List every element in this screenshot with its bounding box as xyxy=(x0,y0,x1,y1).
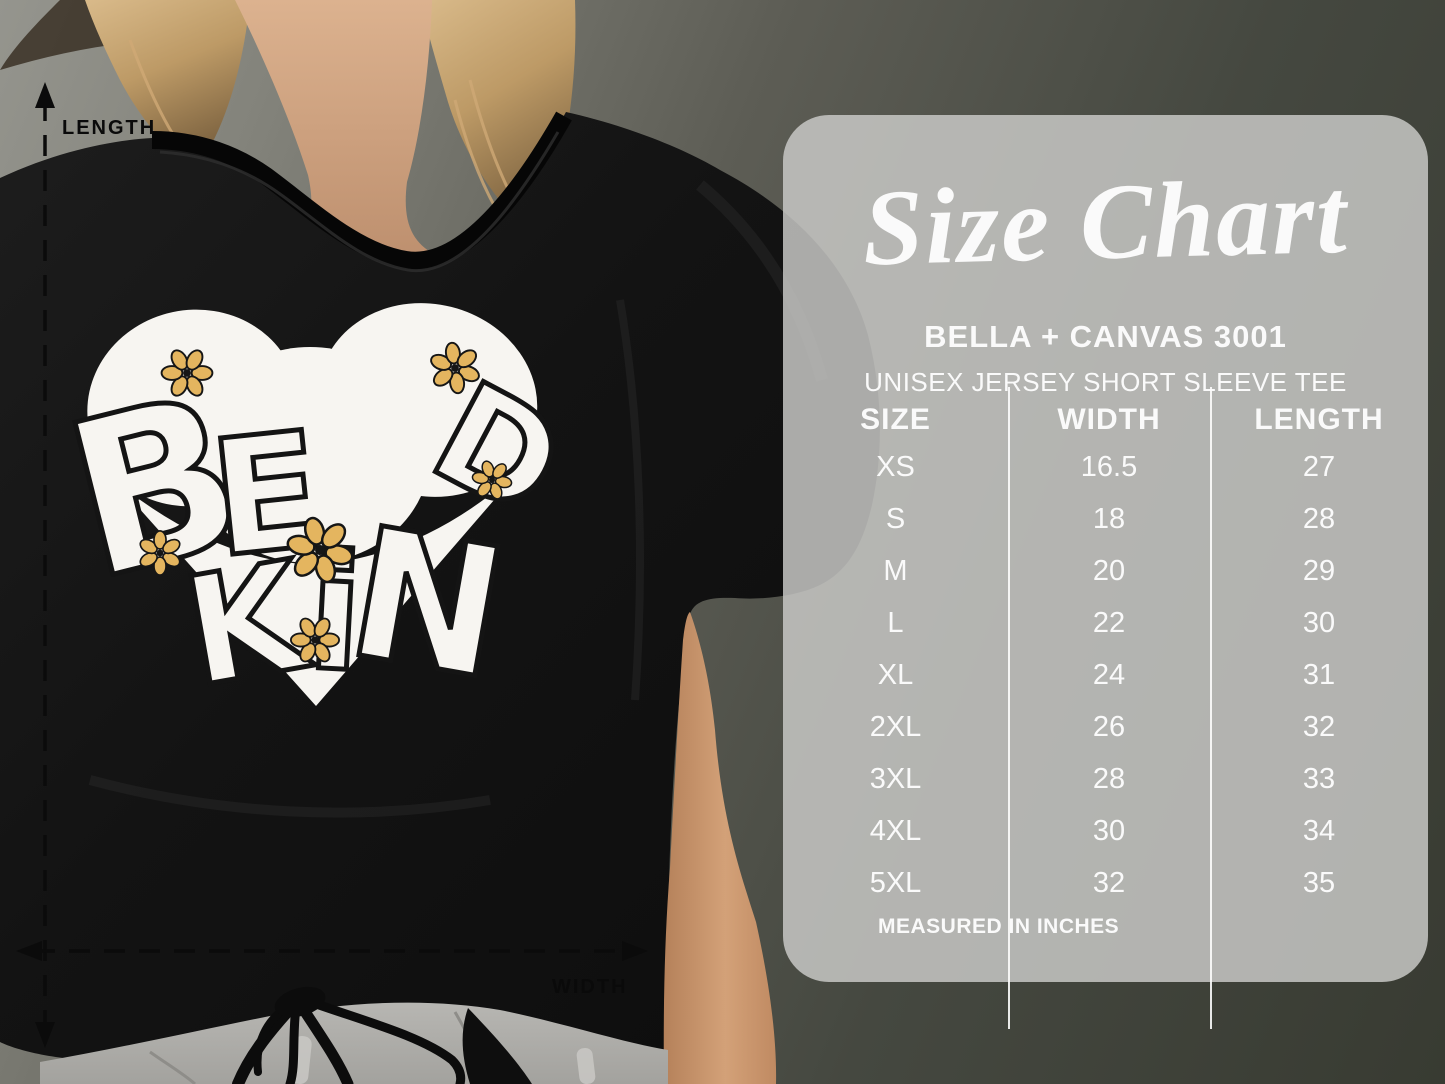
size-cell: 2XL xyxy=(869,711,922,743)
size-table: SIZE WIDTH LENGTH XS 16.5 27 S 18 28 M 2… xyxy=(783,389,1428,909)
right-arm xyxy=(663,612,777,1084)
drawstring xyxy=(232,986,466,1084)
size-cell: 5XL xyxy=(869,867,922,899)
width-cell: 20 xyxy=(1092,555,1126,587)
size-cell: XL xyxy=(877,659,914,691)
width-cell: 26 xyxy=(1092,711,1126,743)
size-cell: S xyxy=(885,503,906,535)
width-label: WIDTH xyxy=(552,976,628,998)
width-cell: 32 xyxy=(1092,867,1126,899)
column-divider xyxy=(1008,387,1010,1029)
hair-left xyxy=(85,0,250,170)
col-header-width: WIDTH xyxy=(1057,403,1161,436)
length-cell: 31 xyxy=(1302,659,1336,691)
length-cell: 35 xyxy=(1302,867,1336,899)
width-cell: 22 xyxy=(1092,607,1126,639)
size-chart-panel: Size Chart BELLA + CANVAS 3001 UNISEX JE… xyxy=(783,115,1428,1029)
size-cell: 4XL xyxy=(869,815,922,847)
neck-skin xyxy=(235,0,434,263)
width-measure: WIDTH xyxy=(16,941,648,998)
heart-design: B E K i N D xyxy=(43,303,590,724)
length-cell: 32 xyxy=(1302,711,1336,743)
length-cell: 30 xyxy=(1302,607,1336,639)
collar xyxy=(151,111,572,270)
length-cell: 33 xyxy=(1302,763,1336,795)
length-measure: LENGTH xyxy=(35,82,156,1048)
brand-line: BELLA + CANVAS 3001 xyxy=(924,319,1287,354)
width-cell: 24 xyxy=(1092,659,1126,691)
arrow-up-icon xyxy=(35,82,55,108)
size-cell: XS xyxy=(876,451,915,483)
heart-base xyxy=(87,303,538,706)
column-divider xyxy=(1210,387,1212,1029)
length-label: LENGTH xyxy=(62,117,156,139)
shirt-hem-drape xyxy=(462,1008,532,1084)
product-line: UNISEX JERSEY SHORT SLEEVE TEE xyxy=(864,367,1347,397)
length-cell: 34 xyxy=(1302,815,1336,847)
arrow-down-icon xyxy=(35,1022,55,1048)
size-cell: 3XL xyxy=(869,763,922,795)
width-cell: 28 xyxy=(1092,763,1126,795)
width-cell: 30 xyxy=(1092,815,1126,847)
panel-title: Size Chart xyxy=(861,156,1350,289)
units-footnote: MEASURED IN INCHES xyxy=(878,915,1120,938)
size-cell: L xyxy=(887,607,904,639)
collar-highlight xyxy=(159,131,560,273)
width-cell: 18 xyxy=(1092,503,1126,535)
arrow-right-icon xyxy=(622,941,648,961)
arrow-left-icon xyxy=(16,941,42,961)
length-cell: 29 xyxy=(1302,555,1336,587)
length-cell: 28 xyxy=(1302,503,1336,535)
width-cell: 16.5 xyxy=(1080,451,1138,483)
col-header-length: LENGTH xyxy=(1254,403,1384,436)
col-header-size: SIZE xyxy=(860,403,931,436)
size-cell: M xyxy=(883,555,908,587)
length-cell: 27 xyxy=(1302,451,1336,483)
